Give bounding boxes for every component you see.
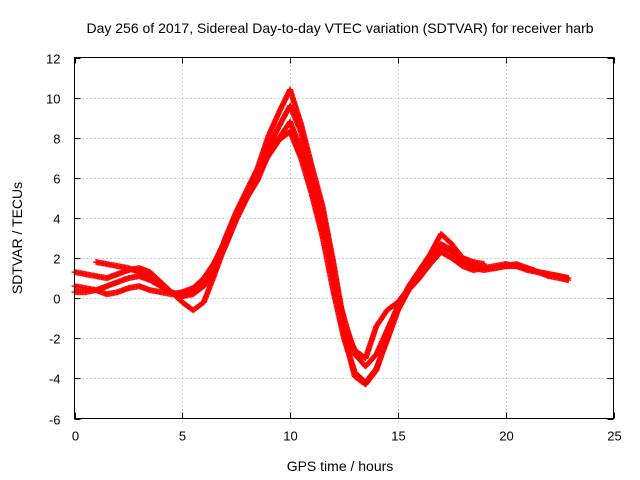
y-tick-label: -4 (49, 372, 61, 387)
y-tick-label: 6 (53, 172, 60, 187)
chart-title: Day 256 of 2017, Sidereal Day-to-day VTE… (86, 20, 593, 36)
y-tick-label: 10 (46, 92, 60, 107)
y-tick-label: -6 (49, 413, 61, 428)
y-tick-label: -2 (49, 332, 61, 347)
series-4 (93, 86, 488, 362)
series-2 (71, 128, 572, 386)
y-axis-label: SDTVAR / TECUs (9, 182, 25, 294)
data-point (481, 261, 488, 268)
data-point (565, 277, 572, 284)
x-tick-label: 25 (607, 429, 621, 444)
ticks: 0 5 10 15 20 25 -6 -4 -2 0 2 4 6 8 10 12 (46, 52, 622, 444)
plot-frame (74, 57, 614, 419)
grid (74, 57, 614, 419)
x-tick-label: 0 (72, 429, 79, 444)
y-tick-label: 8 (53, 132, 60, 147)
y-tick-label: 12 (46, 52, 60, 67)
y-tick-label: 2 (53, 252, 60, 267)
x-tick-label: 20 (499, 429, 513, 444)
y-tick-label: 0 (53, 292, 60, 307)
x-axis-label: GPS time / hours (287, 458, 394, 474)
data-layer (71, 86, 572, 388)
x-tick-label: 10 (283, 429, 297, 444)
x-tick-label: 5 (179, 429, 186, 444)
x-tick-label: 15 (391, 429, 405, 444)
y-tick-label: 4 (53, 212, 60, 227)
